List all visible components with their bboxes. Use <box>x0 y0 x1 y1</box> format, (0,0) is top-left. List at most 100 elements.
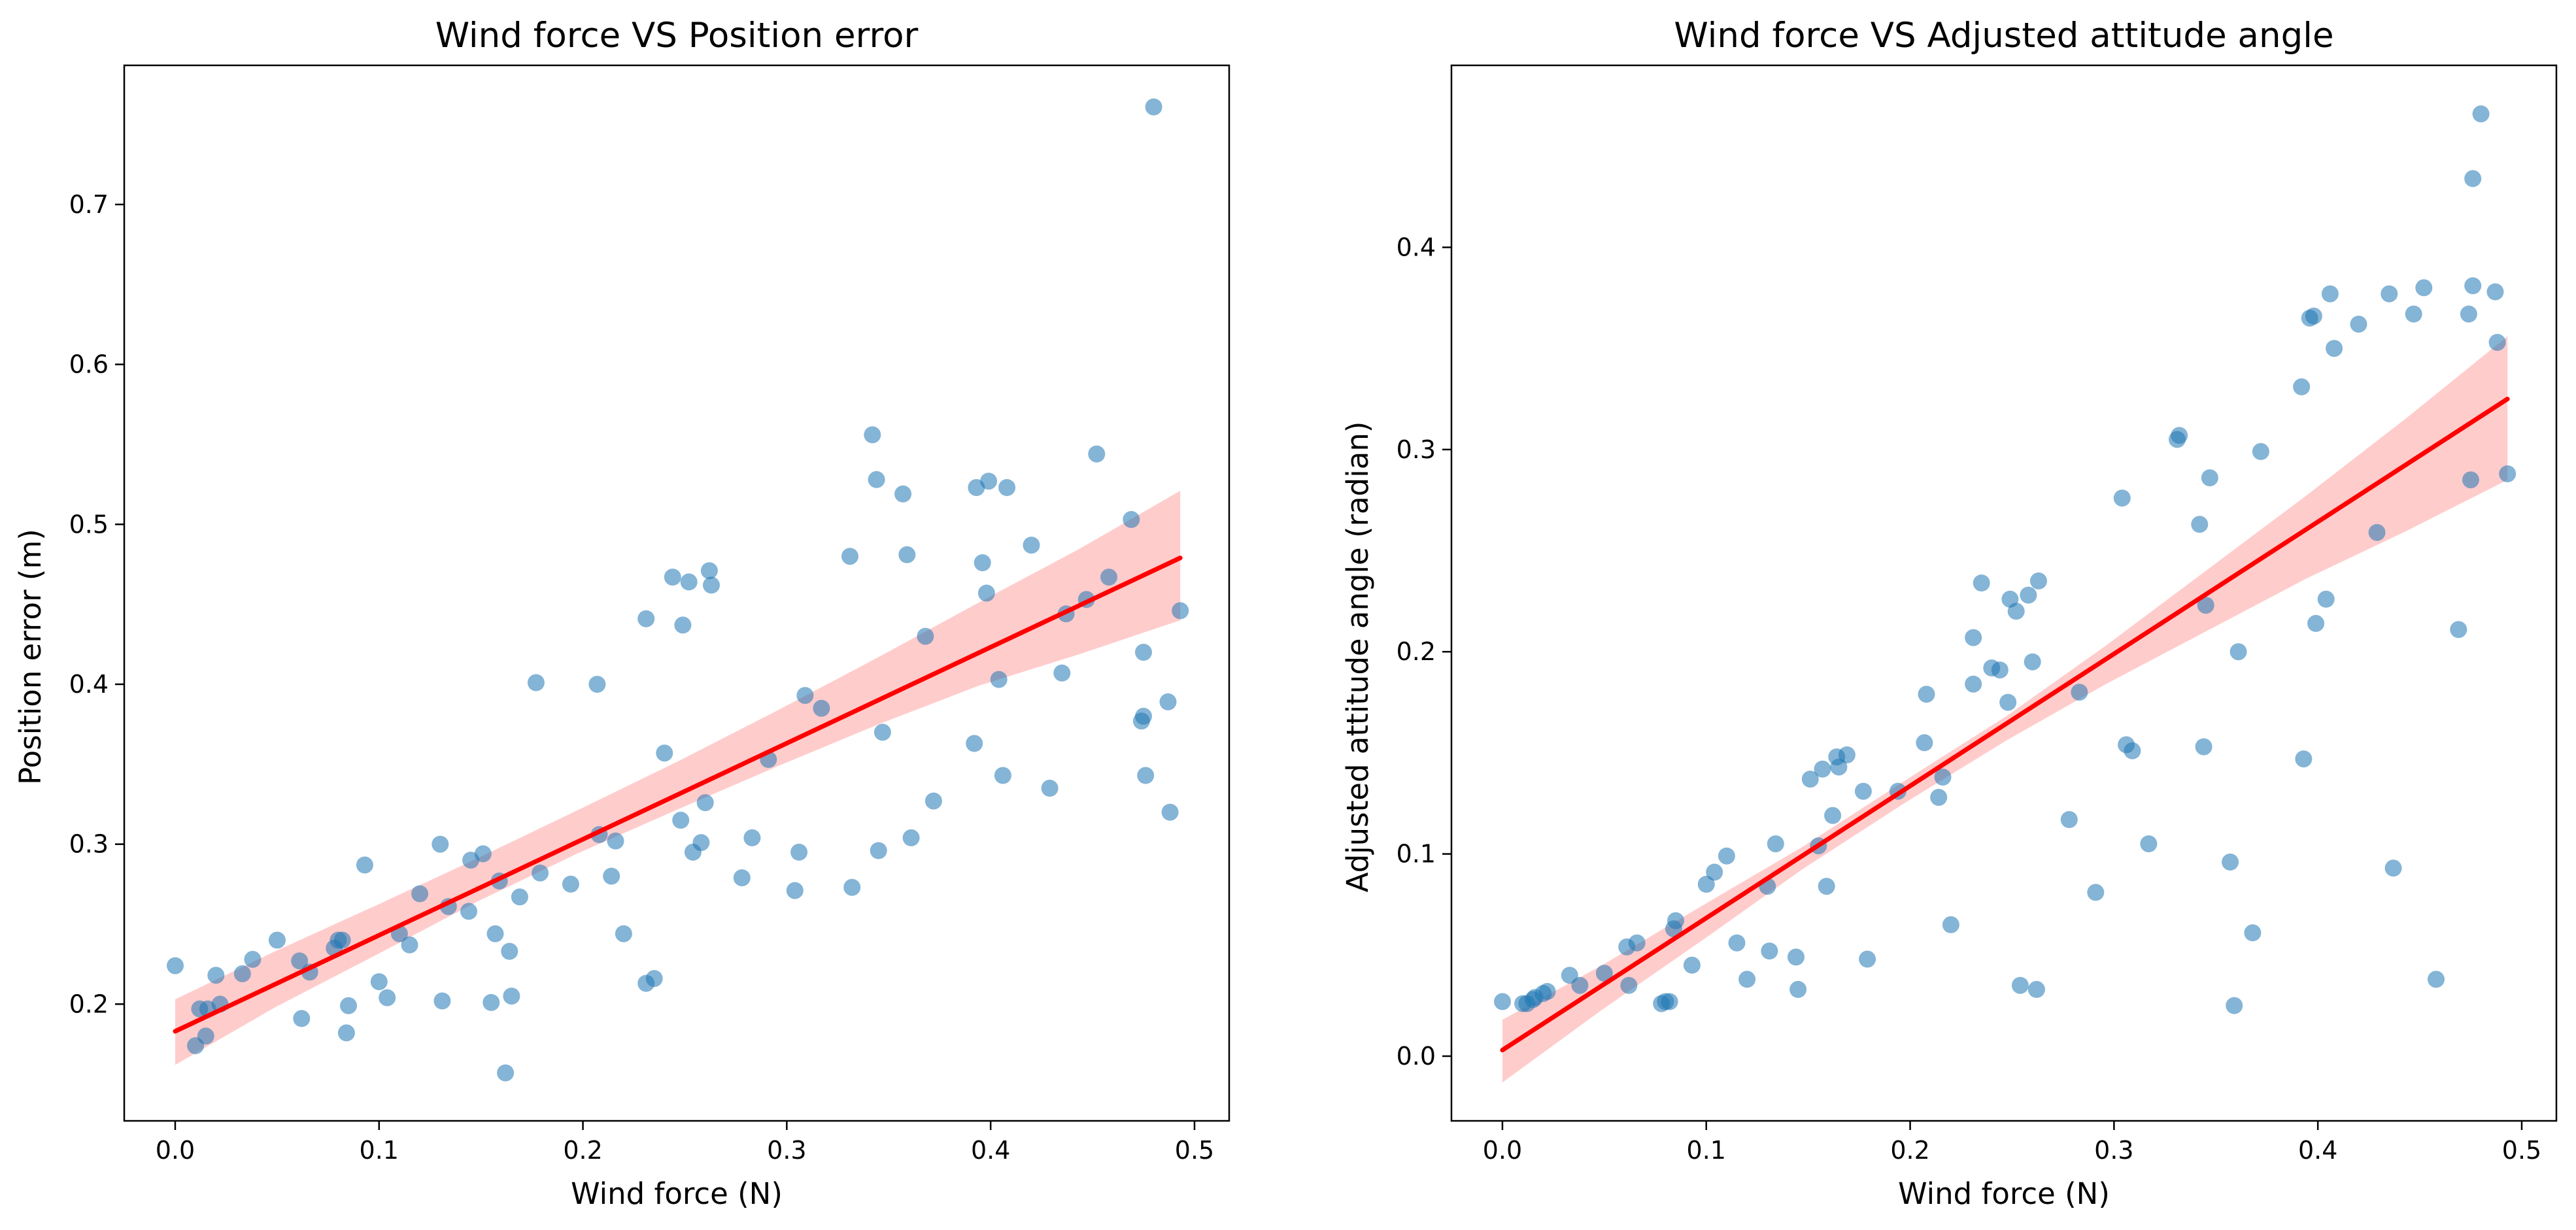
scatter-point <box>2384 859 2402 877</box>
scatter-point <box>1661 993 1678 1010</box>
x-tick-label: 0.2 <box>1890 1136 1929 1165</box>
scatter-point <box>379 989 396 1006</box>
scatter-point <box>197 1027 214 1045</box>
scatter-point <box>356 856 373 874</box>
scatter-point <box>841 548 858 565</box>
scatter-point <box>1123 510 1140 528</box>
scatter-point <box>743 829 761 846</box>
scatter-point <box>1145 98 1162 116</box>
scatter-point <box>1628 934 1646 952</box>
scatter-point <box>2191 516 2209 533</box>
scatter-point <box>2195 738 2212 756</box>
scatter-point <box>1683 956 1701 974</box>
scatter-point <box>2087 884 2105 901</box>
scatter-point <box>645 970 663 988</box>
scatter-point <box>486 925 504 942</box>
chart-title: Wind force VS Position error <box>435 16 919 56</box>
scatter-point <box>411 885 429 903</box>
scatter-point <box>337 1024 355 1042</box>
scatter-point <box>1973 574 1990 591</box>
scatter-point <box>990 671 1008 688</box>
y-tick-label: 0.6 <box>69 350 109 379</box>
scatter-point <box>2124 742 2141 759</box>
scatter-point <box>974 554 991 571</box>
scatter-point <box>2201 469 2218 487</box>
scatter-point <box>2499 465 2517 482</box>
scatter-point <box>501 942 518 960</box>
scatter-point <box>966 735 983 752</box>
scatter-point <box>790 843 808 861</box>
scatter-point <box>2071 684 2088 701</box>
plot-frame <box>123 64 1230 1122</box>
scatter-point <box>588 676 606 693</box>
scatter-point <box>2305 307 2322 325</box>
scatter-point <box>637 610 655 627</box>
scatter-point <box>2415 279 2433 297</box>
scatter-point <box>692 834 710 852</box>
scatter-point <box>1538 983 1556 1000</box>
plot-frame <box>1450 64 2558 1122</box>
x-tick-label: 0.1 <box>1687 1136 1726 1165</box>
scatter-point <box>1838 746 1856 763</box>
scatter-point <box>2024 653 2041 671</box>
scatter-point <box>2244 924 2262 942</box>
y-axis-label: Position error (m) <box>13 529 48 785</box>
y-tick-label: 0.1 <box>1397 840 1436 869</box>
scatter-point <box>1697 876 1715 893</box>
x-tick-label: 0.3 <box>2094 1136 2133 1165</box>
scatter-point <box>680 573 698 591</box>
x-axis-label: Wind force (N) <box>571 1176 783 1211</box>
y-tick-label: 0.3 <box>69 830 109 859</box>
x-tick-label: 0.1 <box>360 1136 399 1165</box>
scatter-point <box>1942 916 1959 933</box>
scatter-point <box>511 888 528 906</box>
scatter-point <box>2307 614 2325 632</box>
x-tick-label: 0.0 <box>156 1136 195 1165</box>
scatter-point <box>474 845 492 863</box>
scatter-point <box>1135 707 1152 725</box>
x-axis-label: Wind force (N) <box>1898 1176 2110 1211</box>
scatter-point <box>977 584 995 602</box>
attitude-angle-chart: Wind force VS Adjusted attitude angle Wi… <box>1340 16 2558 1211</box>
scatter-point <box>1494 993 1511 1010</box>
scatter-point <box>1023 537 1040 554</box>
scatter-point <box>1761 942 1778 960</box>
scatter-point <box>1824 806 1842 824</box>
scatter-point <box>1918 686 1935 703</box>
scatter-point <box>607 832 624 850</box>
scatter-point <box>924 792 942 810</box>
scatter-point <box>917 627 934 645</box>
scatter-point <box>980 473 998 490</box>
scatter-point <box>167 957 184 974</box>
scatter-point <box>1801 771 1819 788</box>
chart-title: Wind force VS Adjusted attitude angle <box>1674 16 2333 56</box>
x-tick-label: 0.0 <box>1483 1136 1522 1165</box>
scatter-point <box>2472 105 2490 123</box>
scatter-point <box>2226 997 2243 1014</box>
scatter-point <box>460 903 477 920</box>
scatter-point <box>1706 863 1723 881</box>
scatter-point <box>432 835 449 853</box>
y-tick-label: 0.3 <box>1397 435 1436 464</box>
scatter-point <box>1965 675 1982 693</box>
position-error-chart: Wind force VS Position error Wind force … <box>13 16 1230 1211</box>
scatter-point <box>333 931 351 949</box>
scatter-point <box>1620 976 1638 994</box>
scatter-point <box>1991 661 2008 679</box>
scatter-point <box>902 829 920 846</box>
scatter-point <box>700 562 718 580</box>
scatter-point <box>2020 586 2037 604</box>
scatter-point <box>873 723 891 741</box>
scatter-point <box>433 992 451 1010</box>
scatter-point <box>1137 767 1155 784</box>
scatter-point <box>2252 442 2269 460</box>
scatter-point <box>2350 316 2367 333</box>
scatter-point <box>2405 305 2422 323</box>
scatter-point <box>672 812 690 829</box>
scatter-point <box>870 842 887 859</box>
regression-line <box>1500 396 2510 1053</box>
x-tick-label: 0.5 <box>1175 1136 1214 1165</box>
scatter-point <box>483 993 500 1011</box>
scatter-point <box>2197 597 2214 614</box>
